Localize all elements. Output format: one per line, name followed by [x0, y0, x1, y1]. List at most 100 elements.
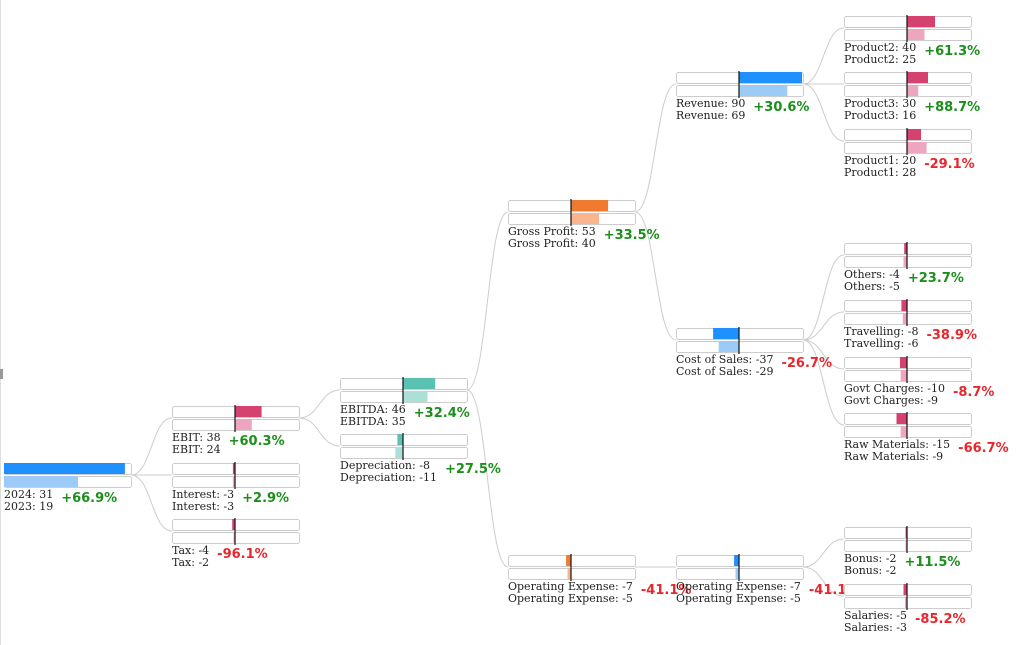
- bar-previous-tax: [233, 532, 235, 543]
- change-pct-travel: -38.9%: [926, 328, 977, 343]
- tree-links: [130, 27, 845, 597]
- bar-current-p1: [907, 129, 921, 140]
- link-opex2-salaries: [802, 566, 845, 597]
- bar-previous-p1: [907, 142, 927, 153]
- bar-current-ebitda: [403, 378, 436, 389]
- bar-current-depr: [397, 434, 403, 445]
- bar-current-cos: [713, 328, 739, 339]
- change-pct-others: +23.7%: [908, 271, 964, 286]
- change-pct-gp: +33.5%: [604, 228, 660, 243]
- bar-previous-rev: [739, 85, 788, 96]
- link-opex2-bonus: [802, 538, 845, 568]
- bar-previous-interest: [232, 476, 235, 487]
- label-current-tax: Tax: -4: [172, 544, 209, 557]
- bar-frame-current: [676, 555, 804, 567]
- change-pct-salaries: -85.2%: [915, 612, 966, 627]
- bar-previous-govt: [900, 370, 907, 381]
- link-cos-others: [802, 254, 845, 341]
- label-previous-others: Others: -5: [844, 280, 900, 293]
- link-cos-travel: [802, 311, 845, 341]
- label-current-depr: Depreciation: -8: [340, 459, 430, 472]
- change-pct-ebitda: +32.4%: [414, 406, 470, 421]
- label-previous-ebitda: EBITDA: 35: [340, 415, 406, 428]
- bar-frame-current: [844, 413, 972, 425]
- link-gp-rev: [634, 83, 677, 213]
- bar-current-tax: [232, 519, 235, 530]
- bar-frame-previous: [844, 540, 972, 552]
- label-current-p1: Product1: 20: [844, 154, 916, 167]
- change-pct-cos: -26.7%: [781, 356, 832, 371]
- bar-current-others: [904, 243, 907, 254]
- label-current-ebitda: EBITDA: 46: [340, 403, 406, 416]
- bar-frame-previous: [508, 568, 636, 580]
- bar-frame-current: [844, 300, 972, 312]
- label-current-gp: Gross Profit: 53: [508, 225, 596, 238]
- bar-previous-p3: [907, 85, 919, 96]
- label-current-p3: Product3: 30: [844, 97, 916, 110]
- label-current-opex2: Operating Expense: -7: [676, 580, 801, 593]
- bar-previous-ebitda: [403, 391, 428, 402]
- label-previous-p2: Product2: 25: [844, 53, 916, 66]
- label-current-raw: Raw Materials: -15: [844, 438, 950, 451]
- bar-frame-current: [172, 519, 300, 531]
- splitter-handle[interactable]: [0, 369, 3, 379]
- bar-frame-previous: [844, 256, 972, 268]
- label-current-rev: Revenue: 90: [676, 97, 745, 110]
- link-root-ebit: [130, 417, 173, 476]
- bar-frame-current: [844, 243, 972, 255]
- label-current-opex: Operating Expense: -7: [508, 580, 633, 593]
- bar-current-opex2: [734, 555, 739, 566]
- change-pct-p1: -29.1%: [924, 157, 975, 172]
- bar-previous-gp: [571, 213, 599, 224]
- bar-previous-opex: [567, 568, 571, 579]
- bar-previous-depr: [395, 447, 403, 458]
- label-previous-ebit: EBIT: 24: [172, 443, 221, 456]
- link-ebit-depr: [298, 417, 341, 447]
- bar-frame-previous: [844, 426, 972, 438]
- bar-frame-previous: [844, 313, 972, 325]
- label-previous-opex: Operating Expense: -5: [508, 592, 633, 605]
- bar-previous-salaries: [904, 597, 907, 608]
- bar-current-root: [4, 463, 125, 474]
- link-rev-p1: [802, 83, 845, 142]
- bar-frame-previous: [340, 447, 468, 459]
- label-previous-root: 2023: 19: [4, 500, 53, 513]
- bar-frame-current: [340, 434, 468, 446]
- label-previous-gp: Gross Profit: 40: [508, 237, 596, 250]
- label-previous-rev: Revenue: 69: [676, 109, 745, 122]
- change-pct-govt: -8.7%: [953, 385, 994, 400]
- label-current-travel: Travelling: -8: [844, 325, 918, 338]
- bar-previous-raw: [900, 426, 907, 437]
- bar-previous-cos: [718, 341, 739, 352]
- bar-frame-previous: [676, 341, 804, 353]
- bar-current-p3: [907, 72, 928, 83]
- change-pct-opex: -41.1%: [641, 583, 692, 598]
- bar-previous-travel: [902, 313, 907, 324]
- bar-current-p2: [907, 16, 935, 27]
- bar-current-salaries: [903, 584, 907, 595]
- link-root-tax: [130, 474, 173, 532]
- label-current-ebit: EBIT: 38: [172, 431, 221, 444]
- bar-current-bonus: [905, 527, 907, 538]
